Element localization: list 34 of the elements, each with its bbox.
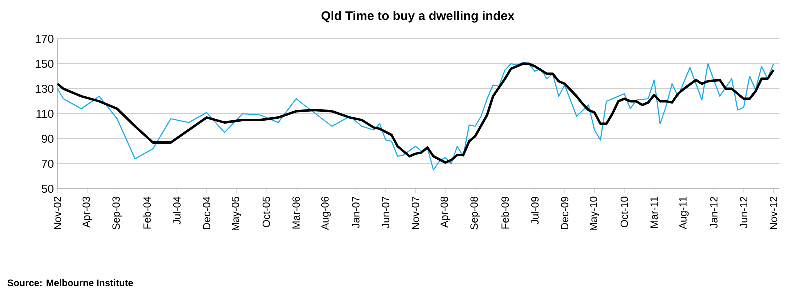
x-tick-label: Nov-12 [770,197,778,230]
y-tick-label: 70 [42,160,54,168]
y-tick-label: 90 [42,134,54,144]
x-tick-label: Sep-08 [470,196,480,230]
x-tick-label: May-05 [232,196,242,231]
x-tick-label: Jun-12 [740,197,748,228]
x-tick-label: Nov-07 [412,197,420,230]
y-tick-label: 150 [36,60,54,68]
x-tick-label: Jul-09 [531,197,539,225]
x-tick-label: Jul-04 [173,196,181,225]
y-tick-label: 170 [36,34,54,44]
x-tick-label: Mar-11 [650,197,658,228]
chart-title: Qld Time to buy a dwelling index [322,11,515,23]
y-tick-label: 110 [36,110,54,118]
x-tick-label: Jan-12 [710,197,718,228]
y-tick-label: 50 [42,184,54,194]
x-tick-label: Aug-11 [680,197,689,230]
y-tick-label: 130 [36,84,54,94]
source-note: Source: Melbourne Institute [8,280,134,286]
x-tick-label: Dec-09 [561,197,569,230]
x-tick-label: Aug-06 [321,196,331,230]
x-tick-label: Apr-08 [440,196,450,228]
x-tick-label: Apr-03 [82,196,92,228]
x-tick-label: May-10 [590,196,600,231]
x-tick-label: Nov-02 [54,197,62,230]
x-tick-label: Oct-10 [620,196,628,228]
x-tick-label: Feb-04 [143,196,152,229]
x-tick-label: Sep-03 [112,196,122,230]
x-tick-label: Feb-09 [501,197,510,229]
x-tick-label: Dec-04 [203,196,211,230]
x-tick-label: Jun-07 [382,197,390,228]
x-tick-label: Oct-05 [262,196,270,228]
x-tick-label: Jan-07 [352,197,360,228]
x-tick-label: Mar-06 [292,196,300,229]
